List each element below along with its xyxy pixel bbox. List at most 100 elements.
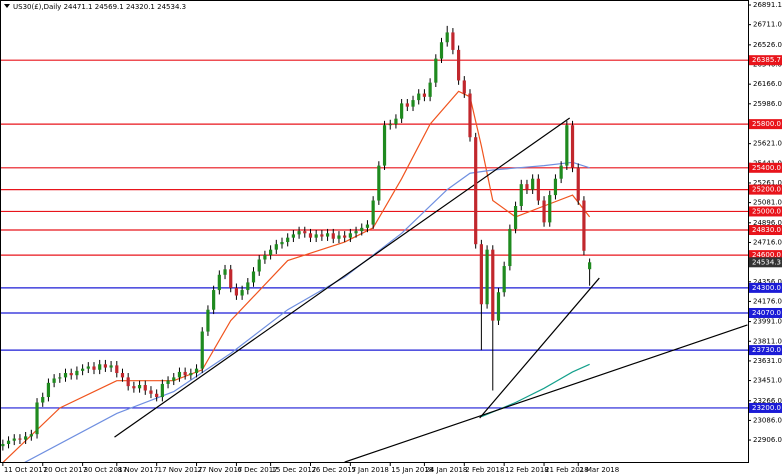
candle-body — [63, 373, 68, 378]
candle-body — [155, 393, 159, 398]
x-tick-label: 2 Feb 2018 — [465, 466, 504, 474]
candle-body — [354, 231, 358, 234]
level-tag — [749, 307, 782, 318]
candle-body — [468, 93, 472, 138]
level-tag — [749, 402, 782, 413]
x-tick-label: 12 Feb 2018 — [505, 466, 549, 474]
y-tick-label: 25081.0 — [753, 199, 782, 207]
candle-body — [212, 290, 216, 310]
level-tag — [749, 184, 782, 195]
candle-body — [263, 255, 267, 260]
candle-body — [502, 266, 506, 293]
candle-body — [200, 331, 204, 369]
candle-body — [223, 269, 227, 275]
candle-body — [474, 137, 478, 245]
candle-body — [479, 244, 483, 305]
last-price-label: 24534.3 — [752, 258, 781, 266]
candle-body — [411, 100, 415, 107]
y-tick-label: 23266.0 — [753, 397, 782, 405]
candle-body — [536, 178, 540, 201]
candle-body — [400, 103, 404, 119]
candle-body — [229, 269, 233, 288]
y-tick-label: 23451.0 — [753, 377, 782, 385]
candle-body — [531, 178, 535, 190]
x-tick-label: 15 Jan 2018 — [391, 466, 433, 474]
level-tag — [749, 206, 782, 217]
candle-body — [417, 93, 421, 101]
level-label: 23730.0 — [752, 346, 781, 354]
level-tag — [749, 225, 782, 236]
candle-body — [35, 402, 39, 435]
y-tick-label: 26891.1 — [753, 1, 782, 9]
candle-body — [588, 262, 592, 270]
candle-body — [297, 231, 301, 235]
candle-body — [280, 242, 284, 245]
candle-body — [69, 373, 73, 376]
last-close: 24534.3 — [157, 3, 186, 11]
x-tick-label: 15 Dec 2017 — [272, 466, 317, 474]
chart-header: US30(£),Daily 24471.1 24569.1 24320.1 24… — [13, 3, 186, 11]
overlay-line — [479, 277, 600, 419]
y-tick-label: 25261.0 — [753, 179, 782, 187]
last-open: 24471.1 — [64, 3, 93, 11]
x-tick-label: 5 Jan 2018 — [351, 466, 389, 474]
y-tick-label: 23086.0 — [753, 416, 782, 424]
candle-body — [388, 124, 392, 126]
y-tick-label: 24356.0 — [753, 278, 782, 286]
y-tick-label: 26166.0 — [753, 80, 782, 88]
candle-body — [115, 365, 119, 374]
x-tick-label: 17 Nov 2017 — [158, 466, 203, 474]
candle-body — [303, 231, 307, 234]
candle-body — [18, 438, 22, 440]
candle-body — [29, 434, 33, 437]
x-tick-label: 26 Dec 2017 — [311, 466, 356, 474]
candle-body — [166, 380, 170, 384]
candle-body — [160, 383, 164, 398]
candle-body — [177, 371, 182, 378]
y-tick-label: 24896.0 — [753, 219, 782, 227]
candle-body — [308, 233, 313, 238]
candle-body — [548, 195, 552, 223]
last-low: 24320.1 — [126, 3, 155, 11]
candle-body — [257, 259, 261, 272]
level-label: 24070.0 — [752, 309, 781, 317]
y-tick-label: 23991.0 — [753, 318, 782, 326]
candle-body — [6, 440, 11, 444]
candle-body — [286, 237, 290, 243]
candle-body — [405, 103, 409, 107]
candle-body — [439, 42, 444, 59]
candle-body — [189, 373, 193, 376]
candle-body — [120, 373, 125, 378]
x-tick-label: 2 Mar 2018 — [579, 466, 619, 474]
level-tag — [749, 162, 782, 173]
overlay-line — [344, 324, 748, 462]
candle-body — [451, 32, 455, 50]
candle-body — [1, 443, 5, 447]
candle-body — [314, 234, 318, 238]
candle-body — [337, 235, 341, 239]
candle-body — [183, 371, 187, 376]
candle-body — [553, 178, 558, 196]
candle-body — [81, 368, 85, 371]
candle-body — [41, 397, 45, 403]
level-label: 25800.0 — [752, 120, 781, 128]
overlay-line — [114, 117, 571, 438]
candle-body — [428, 82, 432, 97]
x-tick-label: 11 Oct 2017 — [4, 466, 47, 474]
candle-body — [565, 125, 569, 166]
candle-body — [382, 125, 387, 166]
candle-body — [58, 377, 62, 379]
candle-body — [109, 365, 113, 368]
candle-body — [456, 49, 461, 81]
plot-frame — [0, 0, 749, 463]
chart-title: US30(£),Daily — [13, 3, 61, 11]
x-tick-label: 30 Oct 2017 — [84, 466, 127, 474]
candle-body — [75, 370, 79, 376]
candle-body — [240, 290, 244, 296]
candle-body — [149, 390, 153, 394]
candle-body — [570, 125, 575, 168]
candle-body — [491, 249, 495, 321]
candle-body — [126, 377, 130, 387]
candle-body — [360, 227, 364, 232]
